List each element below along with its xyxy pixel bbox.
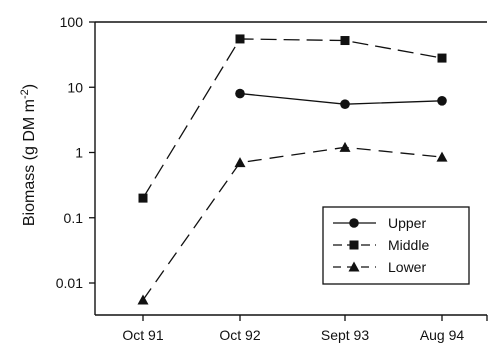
x-tick-label: Aug 94 xyxy=(420,327,465,343)
legend-label-lower: Lower xyxy=(388,259,426,275)
x-tick-label: Oct 92 xyxy=(219,327,260,343)
data-point-lower xyxy=(234,157,246,168)
data-point-upper xyxy=(437,95,447,106)
y-tick-label: 1 xyxy=(75,145,83,161)
series-upper xyxy=(235,88,447,109)
y-axis-title-superscript: -2 xyxy=(19,89,31,99)
data-point-middle xyxy=(437,53,447,63)
series-lower xyxy=(137,141,448,305)
legend-marker-upper xyxy=(349,218,359,228)
y-axis-title: Biomass (g DM m-2) xyxy=(19,84,38,226)
legend-label-middle: Middle xyxy=(388,237,429,253)
data-point-middle xyxy=(138,193,148,203)
y-axis-title-prefix: Biomass (g DM m xyxy=(21,99,38,226)
data-point-middle xyxy=(340,36,350,46)
legend-label-upper: Upper xyxy=(388,215,426,231)
x-tick-label: Sept 93 xyxy=(321,327,369,343)
legend-marker-lower xyxy=(348,261,360,272)
series-middle xyxy=(138,34,447,203)
data-point-lower xyxy=(436,151,448,162)
y-tick-label: 0.01 xyxy=(56,275,83,291)
data-point-upper xyxy=(235,88,245,99)
y-axis-title-suffix: ) xyxy=(21,84,38,89)
axes xyxy=(94,21,487,316)
y-tick-label: 100 xyxy=(60,14,84,30)
series-line-lower xyxy=(142,146,443,301)
x-axis-ticks: Oct 91 Oct 92 Sept 93 Aug 94 xyxy=(122,315,488,343)
series-layer xyxy=(137,34,448,305)
y-tick-label: 0.1 xyxy=(64,210,84,226)
legend-marker-middle xyxy=(349,240,359,250)
data-point-middle xyxy=(235,34,245,44)
data-point-upper xyxy=(340,99,350,109)
data-point-lower xyxy=(339,141,351,152)
y-tick-label: 10 xyxy=(67,79,83,95)
data-point-lower xyxy=(137,294,149,305)
y-axis-ticks: 100 10 1 0.1 0.01 xyxy=(56,14,95,291)
series-line-middle xyxy=(142,38,443,199)
x-tick-label: Oct 91 xyxy=(122,327,163,343)
legend: Upper Middle Lower xyxy=(322,206,470,285)
